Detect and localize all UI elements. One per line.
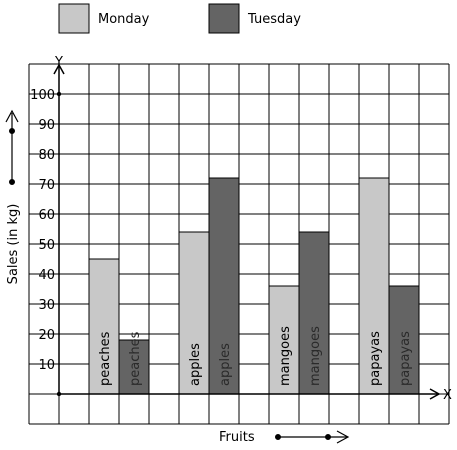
y-axis-title: Sales (in kg)	[6, 204, 21, 285]
legend-swatch-monday	[58, 3, 90, 34]
bar-mangoes-tuesday	[298, 231, 330, 395]
y-title-arrow-icon	[5, 109, 19, 185]
y-tick-labels: 10 20 30 40 50 60 70 80 90 100	[30, 88, 55, 373]
y-tick-label: 70	[38, 178, 55, 193]
y-tick-label: 100	[30, 88, 55, 103]
y-tick-label: 90	[38, 118, 55, 133]
bar-label-papayas-tuesday: papayas	[398, 331, 413, 386]
bar-mangoes-monday	[268, 285, 300, 395]
bar-peaches-monday	[88, 258, 120, 395]
legend-swatch-tuesday	[208, 3, 240, 34]
y-axis-arrow-icon	[53, 63, 65, 75]
bar-label-peaches-monday: peaches	[98, 331, 113, 386]
legend-label-tuesday: Tuesday	[247, 12, 301, 27]
bar-papayas-tuesday	[388, 285, 420, 395]
bar-label-mangoes-monday: mangoes	[278, 326, 293, 386]
bar-label-papayas-monday: papayas	[368, 331, 383, 386]
bar-label-peaches-tuesday: peaches	[128, 331, 143, 386]
bar-labels: peaches peaches apples apples mangoes mangoes…	[98, 326, 413, 386]
x-axis-letter: X	[443, 388, 452, 403]
y-tick-label: 10	[38, 358, 55, 373]
x-axis-arrow-icon	[429, 388, 441, 400]
bar-label-mangoes-tuesday: mangoes	[308, 326, 323, 386]
y-tick-label: 60	[38, 208, 55, 223]
y-tick-label: 30	[38, 298, 55, 313]
y-tick-label: 50	[38, 238, 55, 253]
legend-label-monday: Monday	[98, 12, 150, 27]
y-tick-label: 20	[38, 328, 55, 343]
y-axis-letter: Y	[54, 55, 63, 70]
bar-label-apples-monday: apples	[188, 343, 203, 386]
x-axis-title: Fruits	[219, 430, 255, 445]
axes-group	[53, 63, 441, 400]
y-max-dot	[56, 91, 62, 97]
origin-dot	[56, 391, 62, 397]
y-tick-label: 80	[38, 148, 55, 163]
bars-group	[88, 177, 420, 395]
bar-label-apples-tuesday: apples	[218, 343, 233, 386]
x-title-arrow-icon	[275, 430, 350, 444]
legend: Monday Tuesday	[58, 3, 301, 34]
y-tick-label: 40	[38, 268, 55, 283]
